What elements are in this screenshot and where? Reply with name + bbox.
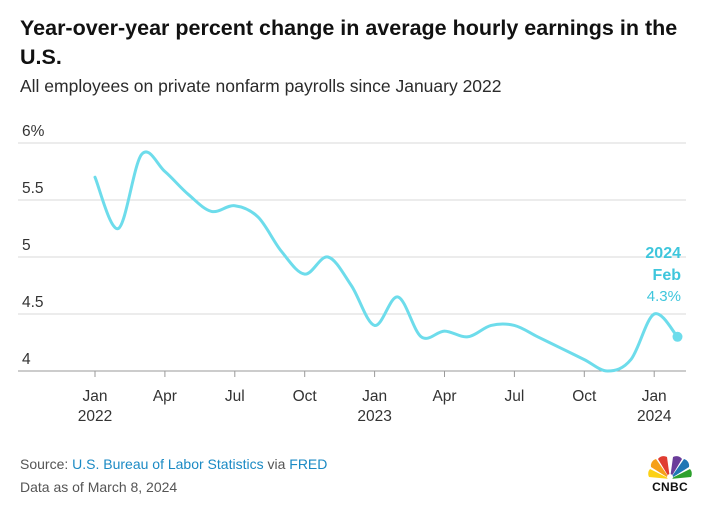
- series-line: [93, 150, 679, 373]
- x-tick-label: Jul: [225, 388, 245, 405]
- line-chart: 6% 5.5 5 4.5 4 Jan 2022 Apr Jul Oct Jan 2023 Apr Jul…: [18, 123, 686, 425]
- peacock-icon: [648, 456, 692, 480]
- latest-data-point: [672, 331, 683, 342]
- x-tick-label: Oct: [293, 388, 318, 405]
- source-prefix: Source:: [20, 456, 73, 472]
- x-tick-label: Jan: [83, 388, 108, 405]
- source-mid: via: [263, 456, 290, 472]
- y-tick-label: 5.5: [22, 180, 44, 197]
- y-tick-label: 5: [22, 237, 31, 254]
- chart-title: Year-over-year percent change in average…: [20, 16, 678, 69]
- chart-subtitle: All employees on private nonfarm payroll…: [20, 76, 502, 96]
- gridlines: [18, 142, 686, 372]
- y-axis-ticks: 6% 5.5 5 4.5 4: [22, 123, 45, 368]
- source-line: Source: U.S. Bureau of Labor Statistics …: [20, 453, 327, 476]
- cnbc-logo: CNBC: [645, 455, 695, 497]
- x-tick-label: Apr: [153, 388, 177, 405]
- x-tick-label: Oct: [572, 388, 597, 405]
- annotation-value: 4.3%: [647, 288, 681, 305]
- annotation-month: Feb: [653, 267, 682, 284]
- y-tick-label: 4: [22, 351, 31, 368]
- x-tick-year-label: 2024: [637, 408, 672, 425]
- source-link-fred[interactable]: FRED: [289, 456, 328, 472]
- x-tick-label: Jan: [642, 388, 667, 405]
- x-tick-year-label: 2023: [357, 408, 391, 425]
- annotation-year: 2024: [645, 245, 681, 262]
- source-link-bls[interactable]: U.S. Bureau of Labor Statistics: [72, 456, 264, 472]
- y-tick-label: 6%: [22, 123, 45, 140]
- y-tick-label: 4.5: [22, 294, 44, 311]
- x-tick-label: Apr: [432, 388, 456, 405]
- x-tick-label: Jan: [362, 388, 387, 405]
- x-tick-year-label: 2022: [78, 408, 112, 425]
- data-as-of: Data as of March 8, 2024: [20, 479, 178, 495]
- x-tick-label: Jul: [504, 388, 524, 405]
- x-axis-ticks: Jan 2022 Apr Jul Oct Jan 2023 Apr Jul Oct Jan 2024: [78, 371, 672, 425]
- logo-text: CNBC: [652, 480, 688, 494]
- footer: Source: U.S. Bureau of Labor Statistics …: [20, 453, 327, 499]
